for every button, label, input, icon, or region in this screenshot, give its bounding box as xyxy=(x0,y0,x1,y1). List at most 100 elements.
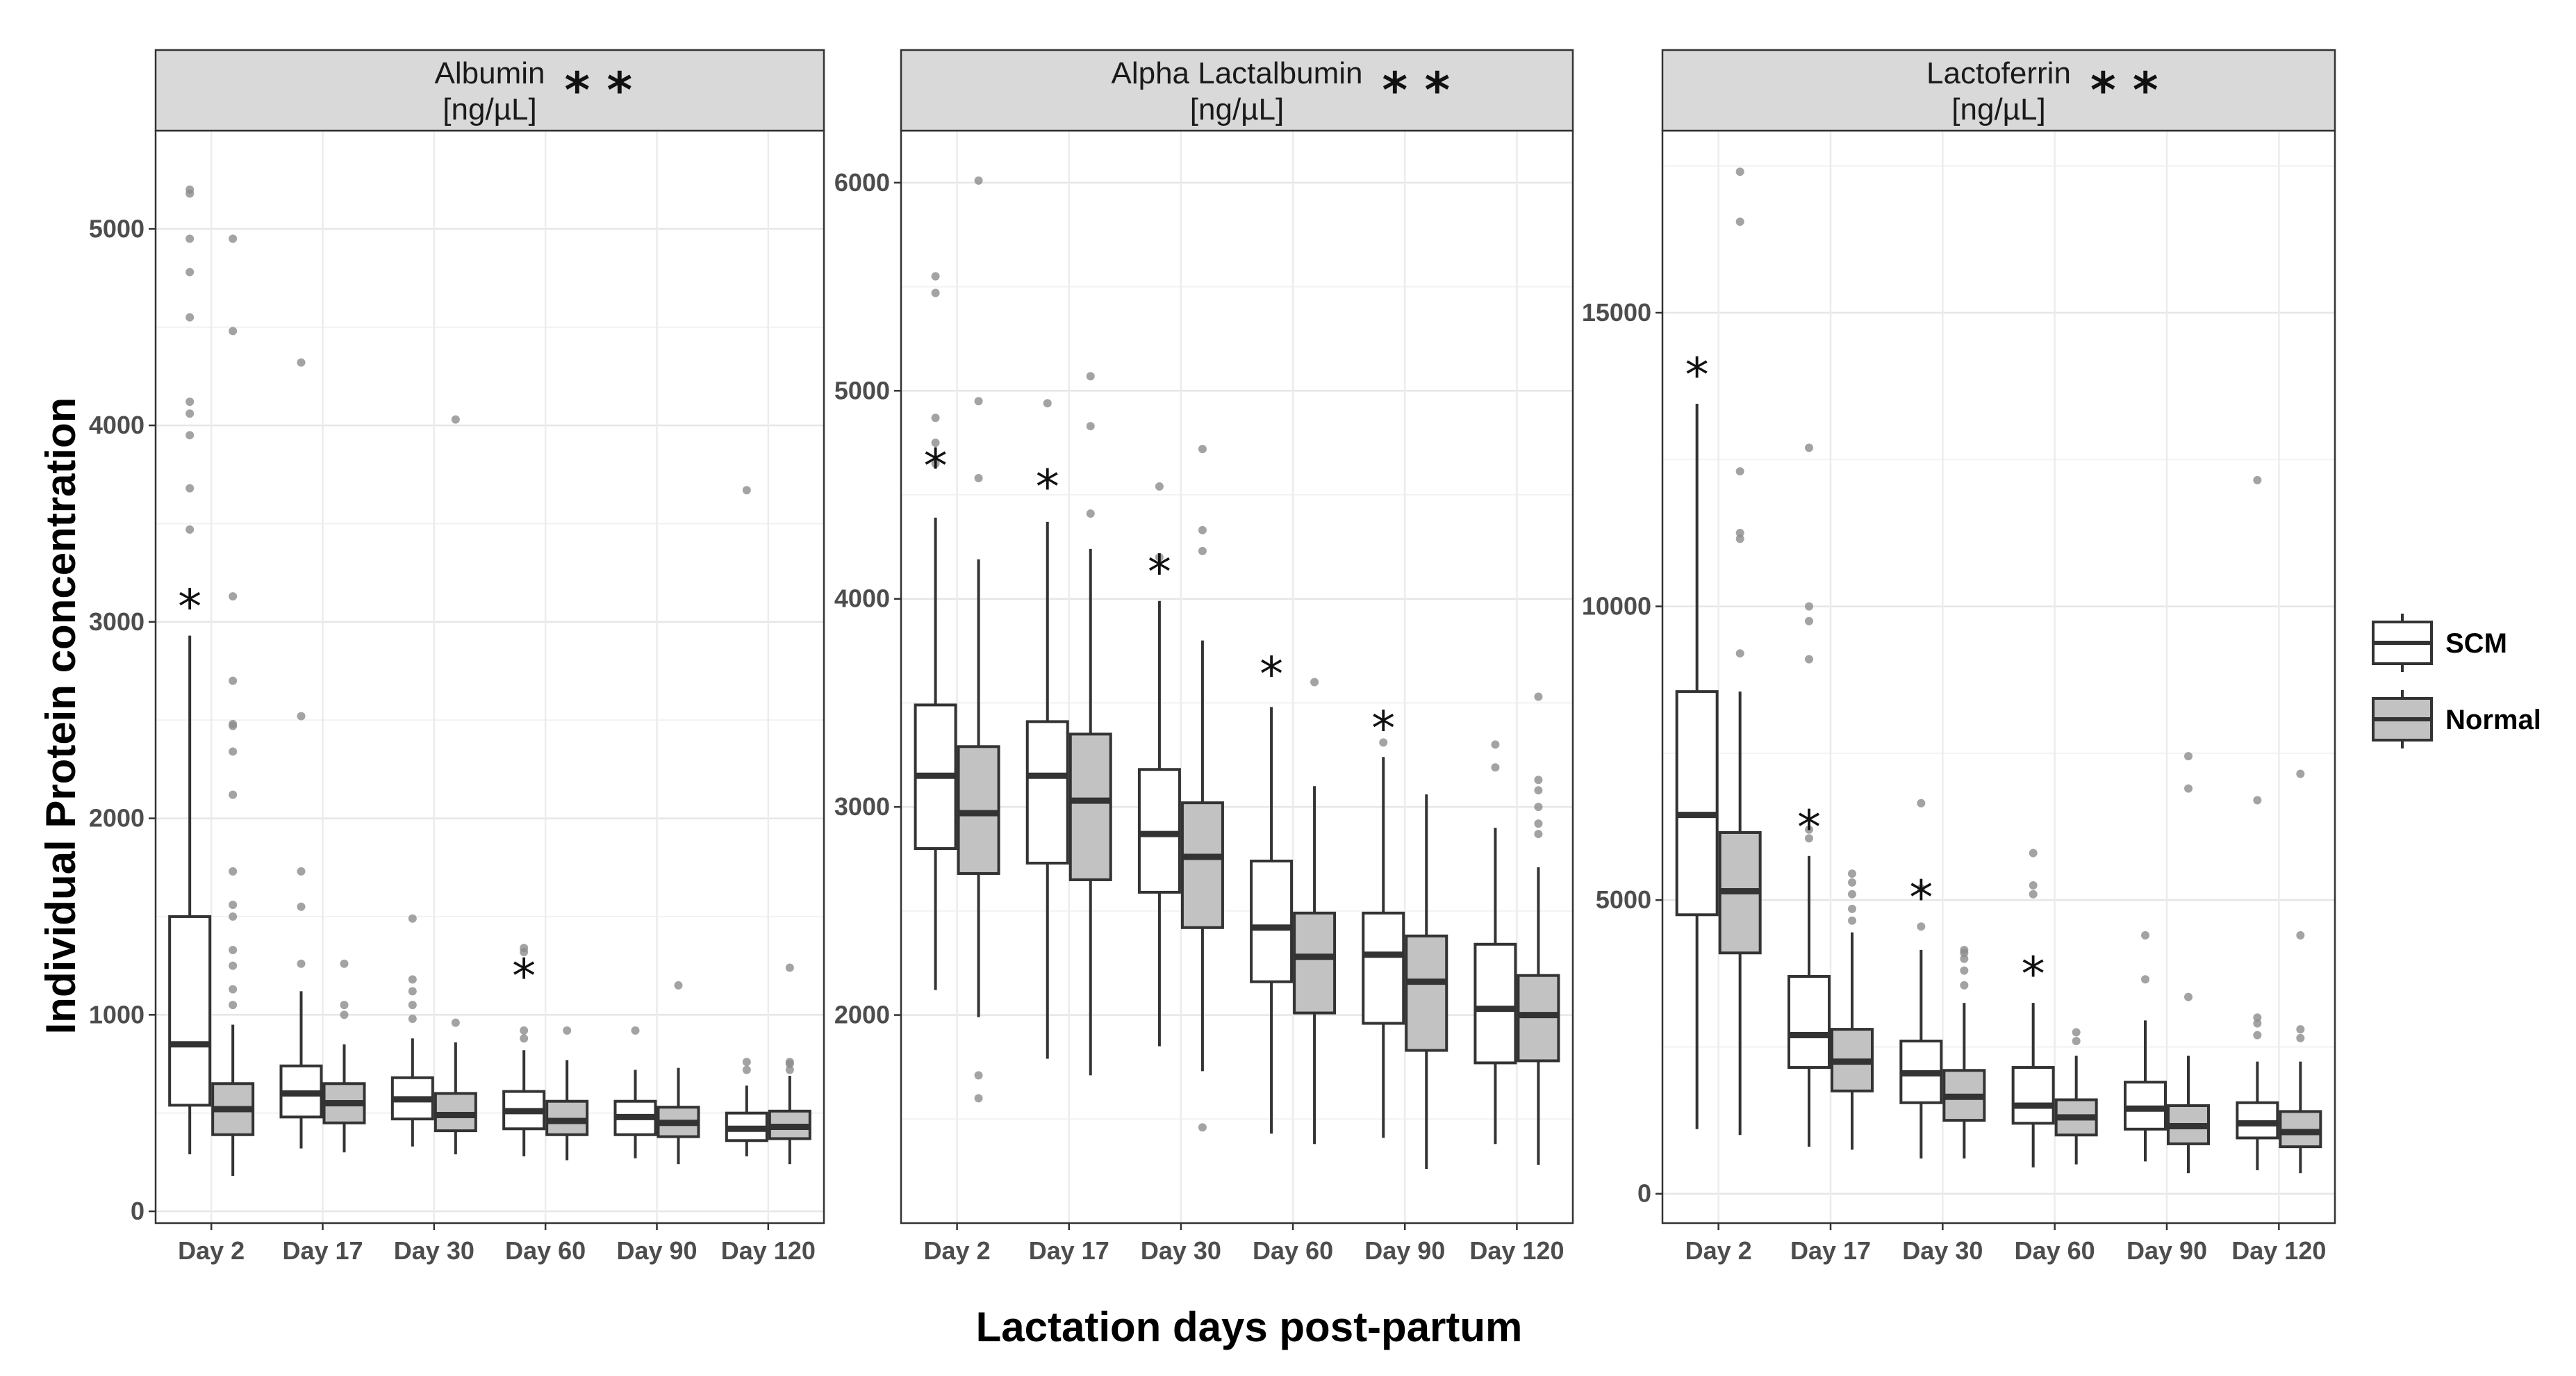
outlier-point xyxy=(229,1001,238,1010)
box-normal-day-90 xyxy=(2167,752,2210,1174)
box-normal-day-2 xyxy=(957,176,1000,1103)
outlier-point xyxy=(785,963,794,972)
outlier-point xyxy=(1805,825,1813,834)
outlier-point xyxy=(1848,869,1856,878)
x-tick-label: Day 120 xyxy=(721,1236,816,1265)
box-body xyxy=(1473,942,1517,1065)
outlier-point xyxy=(185,268,195,277)
outlier-point xyxy=(974,176,983,185)
x-tick-label: Day 30 xyxy=(394,1236,474,1265)
outlier-point xyxy=(1198,525,1207,534)
significance-star: * xyxy=(1909,871,1933,926)
x-axis-title: Lactation days post-partum xyxy=(976,1304,1523,1350)
outlier-point xyxy=(1735,218,1744,226)
x-tick-label: Day 17 xyxy=(1029,1236,1109,1265)
strip-header xyxy=(154,49,825,132)
outlier-point xyxy=(974,1071,983,1080)
box-body xyxy=(1405,934,1448,1052)
y-tick-label: 4000 xyxy=(89,411,145,439)
box-scm-day-90 xyxy=(613,1026,657,1158)
box-normal-day-2 xyxy=(211,234,255,1177)
outlier-point xyxy=(1960,966,1969,975)
significance-star: * xyxy=(512,949,536,1004)
box-body xyxy=(1025,720,1069,865)
significance-star: * xyxy=(1260,647,1283,702)
outlier-point xyxy=(185,525,195,534)
outlier-point xyxy=(297,867,306,876)
outlier-point xyxy=(229,676,238,685)
outlier-point xyxy=(185,313,195,322)
outlier-point xyxy=(2296,1025,2305,1034)
outlier-point xyxy=(2253,1013,2262,1022)
box-scm-day-120 xyxy=(1473,740,1517,1145)
outlier-point xyxy=(1198,445,1207,454)
legend-item-scm: SCM xyxy=(2372,614,2507,672)
outlier-point xyxy=(931,439,940,448)
outlier-point xyxy=(2296,769,2305,778)
outlier-point xyxy=(229,867,238,876)
outlier-point xyxy=(2296,931,2305,940)
outlier-point xyxy=(229,961,238,970)
outlier-point xyxy=(1735,534,1744,543)
outlier-point xyxy=(1534,776,1543,785)
legend-label: SCM xyxy=(2445,628,2507,659)
outlier-point xyxy=(340,1010,349,1019)
box-scm-day-30 xyxy=(1137,482,1181,1047)
outlier-point xyxy=(1848,890,1856,899)
box-normal-day-2 xyxy=(1718,167,1762,1136)
panel-lactoferrin: 0 5000 10000 15000 * * * * Day 2 Day 17 Day 30 Day … xyxy=(1582,49,2336,1265)
y-tick-label: 0 xyxy=(131,1197,145,1225)
strip-title: Lactoferrin xyxy=(1926,56,2071,90)
outlier-point xyxy=(408,914,417,923)
outlier-point xyxy=(1735,167,1744,177)
significance-star: * xyxy=(1685,348,1709,403)
box-scm-day-17 xyxy=(1025,399,1069,1059)
strip-title: Alpha Lactalbumin xyxy=(1111,56,1362,90)
significance-marker: * * xyxy=(564,62,632,119)
outlier-point xyxy=(408,1014,417,1023)
plot-background xyxy=(1662,131,2335,1223)
plot-background xyxy=(156,131,824,1223)
x-tick-label: Day 60 xyxy=(2015,1236,2095,1265)
panel-albumin: 0 1000 2000 3000 4000 5000 * * Day 2 Day 17 Day 30… xyxy=(89,49,825,1265)
significance-star: * xyxy=(2022,947,2045,1002)
box-scm-day-120 xyxy=(2236,475,2279,1170)
outlier-point xyxy=(1735,528,1744,537)
outlier-point xyxy=(931,272,940,281)
outlier-point xyxy=(2029,881,2038,890)
outlier-point xyxy=(1805,602,1813,611)
box-body xyxy=(1362,911,1405,1025)
box-body xyxy=(1068,732,1112,881)
significance-star: * xyxy=(924,439,948,494)
x-tick-label: Day 120 xyxy=(1469,1236,1564,1265)
outlier-point xyxy=(2184,784,2193,793)
outlier-point xyxy=(1917,798,1926,808)
box-body xyxy=(2011,1066,2055,1125)
outlier-point xyxy=(185,398,195,407)
outlier-point xyxy=(785,1065,794,1074)
y-tick-label: 2000 xyxy=(834,1001,890,1029)
box-scm-day-90 xyxy=(1362,738,1405,1138)
outlier-point xyxy=(2253,475,2262,484)
y-tick-label: 4000 xyxy=(834,584,890,613)
outlier-point xyxy=(1960,954,1969,963)
box-normal-day-60 xyxy=(545,1026,589,1161)
outlier-point xyxy=(229,900,238,909)
legend-item-normal: Normal xyxy=(2372,690,2541,748)
x-tick-label: Day 90 xyxy=(2127,1236,2207,1265)
box-normal-day-30 xyxy=(1942,946,1986,1159)
outlier-point xyxy=(1198,1123,1207,1132)
box-body xyxy=(1250,859,1294,983)
outlier-point xyxy=(1534,830,1543,839)
box-scm-day-90 xyxy=(2124,931,2167,1162)
outlier-point xyxy=(931,459,940,468)
outlier-point xyxy=(931,413,940,423)
x-tick-label: Day 17 xyxy=(282,1236,363,1265)
box-normal-day-17 xyxy=(1068,372,1112,1076)
significance-star: * xyxy=(178,580,201,635)
outlier-point xyxy=(297,358,306,367)
box-normal-day-60 xyxy=(1293,678,1337,1145)
significance-marker: * * xyxy=(1382,62,1451,119)
box-scm-day-17 xyxy=(1787,443,1831,1147)
